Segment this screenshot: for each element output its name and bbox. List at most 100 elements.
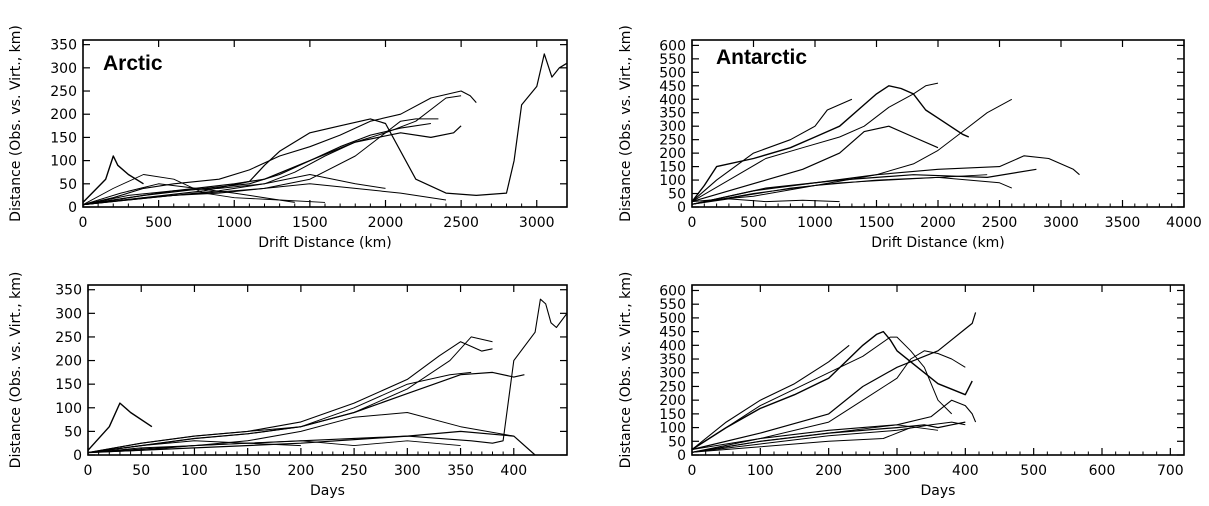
series-line-5 bbox=[691, 350, 966, 450]
y-tick-label: 300 bbox=[50, 61, 77, 77]
y-tick-label: 100 bbox=[659, 421, 686, 437]
y-tick-label: 100 bbox=[55, 401, 82, 417]
y-tick-label: 0 bbox=[73, 448, 82, 464]
series-line-1 bbox=[691, 330, 973, 451]
x-tick-label: 500 bbox=[145, 215, 172, 231]
plot-frame bbox=[691, 284, 1185, 456]
x-tick-label: 200 bbox=[288, 463, 315, 479]
y-tick-label: 150 bbox=[50, 130, 77, 146]
x-tick-label: 4000 bbox=[1166, 215, 1202, 231]
series-line-5 bbox=[87, 371, 472, 454]
x-tick-label: 500 bbox=[1020, 463, 1047, 479]
x-tick-label: 50 bbox=[132, 463, 150, 479]
x-tick-label: 400 bbox=[500, 463, 527, 479]
y-tick-label: 50 bbox=[668, 434, 686, 450]
series-line-2 bbox=[87, 341, 493, 454]
y-tick-label: 0 bbox=[677, 448, 686, 464]
y-tick-label: 50 bbox=[59, 177, 77, 193]
y-tick-label: 450 bbox=[659, 325, 686, 341]
y-axis-label: Distance (Obs. vs. Virt., km) bbox=[618, 25, 634, 222]
x-tick-label: 200 bbox=[815, 463, 842, 479]
x-tick-label: 100 bbox=[747, 463, 774, 479]
x-tick-label: 2500 bbox=[443, 215, 479, 231]
y-tick-label: 600 bbox=[659, 283, 686, 299]
y-tick-label: 0 bbox=[677, 200, 686, 216]
x-tick-label: 350 bbox=[447, 463, 474, 479]
series-line-8 bbox=[691, 176, 1012, 205]
series-line-10 bbox=[691, 427, 911, 453]
y-tick-label: 300 bbox=[55, 306, 82, 322]
series-line-7 bbox=[691, 168, 1037, 205]
series-line-8 bbox=[691, 421, 966, 453]
y-axis-label: Distance (Obs. vs. Virt., km) bbox=[8, 272, 24, 469]
chart-arctic-drift-distance: 0 500 1000 1500 2000 2500 3000 0 50 100 150 200 250 3… bbox=[8, 25, 568, 251]
series-line-3 bbox=[87, 336, 493, 454]
y-tick-label: 400 bbox=[659, 92, 686, 108]
x-axis-label: Days bbox=[310, 483, 345, 499]
series-line-2 bbox=[691, 344, 850, 450]
y-tick-label: 500 bbox=[659, 311, 686, 327]
x-tick-label: 2000 bbox=[368, 215, 404, 231]
x-tick-label: 300 bbox=[394, 463, 421, 479]
y-tick-label: 300 bbox=[659, 366, 686, 382]
x-tick-label: 0 bbox=[79, 215, 88, 231]
y-tick-label: 350 bbox=[659, 106, 686, 122]
y-tick-label: 200 bbox=[50, 107, 77, 123]
series-line-4 bbox=[87, 371, 525, 454]
x-axis-label: Days bbox=[921, 483, 956, 499]
series-line-10 bbox=[87, 440, 301, 454]
x-tick-label: 3000 bbox=[1043, 215, 1079, 231]
y-tick-label: 550 bbox=[659, 297, 686, 313]
series-line-10 bbox=[691, 198, 840, 205]
series-line-6 bbox=[691, 399, 977, 453]
x-axis-label: Drift Distance (km) bbox=[258, 235, 391, 251]
x-axis-label: Drift Distance (km) bbox=[871, 235, 1004, 251]
y-tick-label: 250 bbox=[659, 379, 686, 395]
x-tick-label: 250 bbox=[341, 463, 368, 479]
y-tick-label: 500 bbox=[659, 65, 686, 81]
series-line-7 bbox=[82, 53, 568, 206]
x-tick-label: 300 bbox=[884, 463, 911, 479]
series-line-4 bbox=[691, 125, 939, 203]
y-tick-label: 150 bbox=[55, 377, 82, 393]
y-tick-label: 200 bbox=[659, 393, 686, 409]
x-tick-label: 2000 bbox=[920, 215, 956, 231]
y-tick-label: 400 bbox=[659, 338, 686, 354]
x-tick-label: 3000 bbox=[519, 215, 555, 231]
x-tick-label: 1000 bbox=[797, 215, 833, 231]
x-tick-label: 2500 bbox=[982, 215, 1018, 231]
y-tick-label: 50 bbox=[64, 424, 82, 440]
panel-title: Arctic bbox=[103, 52, 163, 75]
y-tick-label: 50 bbox=[668, 187, 686, 203]
y-tick-label: 550 bbox=[659, 52, 686, 68]
y-tick-label: 0 bbox=[68, 200, 77, 216]
y-tick-label: 150 bbox=[659, 407, 686, 423]
x-tick-label: 150 bbox=[234, 463, 261, 479]
series-line-4 bbox=[82, 125, 462, 206]
x-tick-label: 700 bbox=[1157, 463, 1184, 479]
x-tick-label: 600 bbox=[1089, 463, 1116, 479]
y-tick-label: 250 bbox=[55, 330, 82, 346]
series-line-6 bbox=[87, 298, 568, 454]
panel-title: Antarctic bbox=[716, 46, 807, 69]
series-line-10 bbox=[82, 174, 386, 206]
y-axis-label: Distance (Obs. vs. Virt., km) bbox=[618, 272, 634, 469]
series-line-6 bbox=[691, 155, 1080, 205]
series-line-6 bbox=[82, 122, 431, 206]
chart-arctic-days: 0 50 100 150 200 250 300 350 400 0 50 100 150 200 250 3… bbox=[8, 272, 568, 499]
y-tick-label: 200 bbox=[55, 354, 82, 370]
y-tick-label: 350 bbox=[50, 38, 77, 54]
series-line-9 bbox=[691, 174, 988, 205]
series-line-11 bbox=[82, 183, 295, 206]
y-tick-label: 350 bbox=[659, 352, 686, 368]
x-tick-label: 1500 bbox=[292, 215, 328, 231]
plot-frame bbox=[87, 284, 568, 456]
y-tick-label: 450 bbox=[659, 79, 686, 95]
x-tick-label: 0 bbox=[688, 463, 697, 479]
x-tick-label: 1000 bbox=[216, 215, 252, 231]
x-tick-label: 0 bbox=[84, 463, 93, 479]
series-line-1 bbox=[691, 85, 970, 203]
y-tick-label: 250 bbox=[659, 133, 686, 149]
y-tick-label: 100 bbox=[659, 173, 686, 189]
